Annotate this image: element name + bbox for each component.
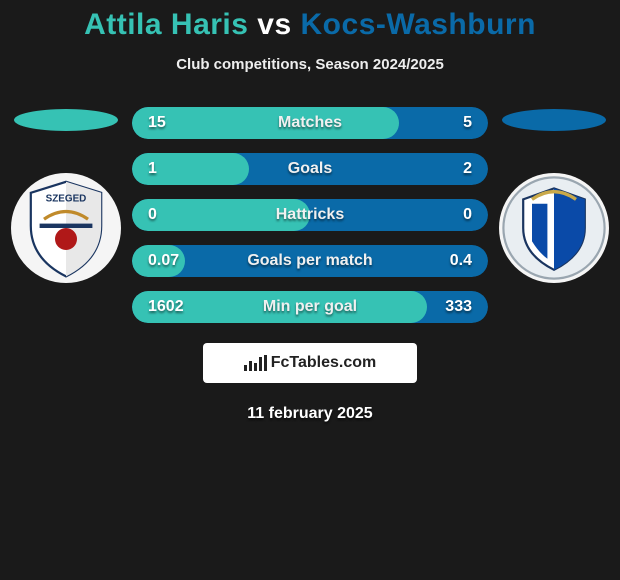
subtitle: Club competitions, Season 2024/2025 — [0, 56, 620, 73]
comparison-widget: Attila Haris vs Kocs-Washburn Club compe… — [0, 0, 620, 423]
vs-label: vs — [257, 8, 291, 41]
svg-text:SZEGED: SZEGED — [46, 194, 87, 205]
stat-label: Min per goal — [132, 298, 488, 316]
stat-row: 1602Min per goal333 — [132, 291, 488, 323]
stat-value-right: 5 — [463, 114, 472, 132]
right-side — [494, 107, 614, 283]
player1-club-crest: SZEGED — [11, 173, 121, 283]
left-side: SZEGED — [6, 107, 126, 283]
stat-row: 15Matches5 — [132, 107, 488, 139]
player1-silhouette — [14, 109, 118, 131]
player1-name: Attila Haris — [84, 8, 248, 41]
stat-row: 1Goals2 — [132, 153, 488, 185]
stat-value-right: 0 — [463, 206, 472, 224]
stats-bars: 15Matches5 1Goals2 0Hattricks0 0.07Goals pe… — [132, 107, 488, 323]
stat-row: 0Hattricks0 — [132, 199, 488, 231]
shield-icon — [499, 173, 609, 283]
stat-value-right: 333 — [445, 298, 472, 316]
stat-label: Matches — [132, 114, 488, 132]
page-title: Attila Haris vs Kocs-Washburn — [0, 8, 620, 42]
main-content: SZEGED 15Matches5 1Goals2 0Hattricks0 0.07G… — [0, 107, 620, 323]
bar-chart-icon — [244, 355, 267, 371]
date-label: 11 february 2025 — [0, 405, 620, 423]
stat-label: Goals — [132, 160, 488, 178]
stat-value-right: 0.4 — [450, 252, 472, 270]
stat-value-right: 2 — [463, 160, 472, 178]
branding-badge[interactable]: FcTables.com — [203, 343, 417, 383]
stat-label: Hattricks — [132, 206, 488, 224]
player2-name: Kocs-Washburn — [301, 8, 536, 41]
stat-row: 0.07Goals per match0.4 — [132, 245, 488, 277]
player2-silhouette — [502, 109, 606, 131]
shield-icon: SZEGED — [11, 173, 121, 283]
branding-text: FcTables.com — [271, 354, 377, 372]
player2-club-crest — [499, 173, 609, 283]
stat-label: Goals per match — [132, 252, 488, 270]
